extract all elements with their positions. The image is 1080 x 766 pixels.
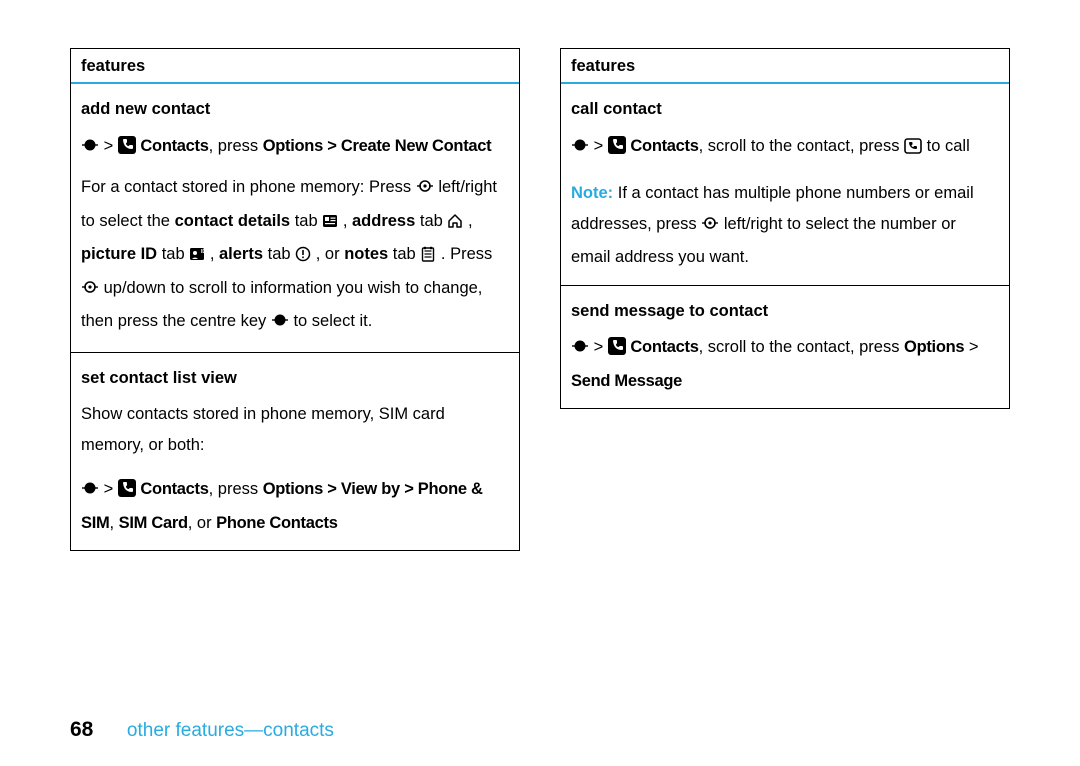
left-column: features add new contact > Contacts, pre…	[70, 48, 520, 551]
t: tab	[162, 245, 190, 263]
t: ,	[468, 212, 473, 230]
card-tab-icon	[322, 209, 338, 240]
page-footer: 68 other features—contacts	[70, 718, 334, 742]
t: >	[964, 338, 978, 356]
features-header-left: features	[71, 49, 519, 84]
t: Contacts	[630, 338, 698, 356]
notes-label: notes	[344, 245, 388, 263]
t: Contacts	[630, 137, 698, 155]
page-number: 68	[70, 718, 93, 741]
t: >	[594, 338, 608, 356]
nav-open-icon	[416, 175, 434, 206]
right-column: features call contact > Contacts, scroll…	[560, 48, 1010, 551]
t: Contacts	[140, 480, 208, 498]
contacts-app-icon	[118, 134, 136, 165]
path-sep: >	[104, 137, 118, 155]
call-contact-path: > Contacts, scroll to the contact, press…	[571, 131, 999, 165]
t: Phone Contacts	[216, 514, 337, 532]
path-press: , press	[209, 137, 263, 155]
cell-send-message: send message to contact > Contacts, scro…	[561, 285, 1009, 409]
t: , press	[209, 480, 263, 498]
picture-id-label: picture ID	[81, 245, 157, 263]
add-new-contact-title: add new contact	[81, 94, 509, 125]
features-box-left: features add new contact > Contacts, pre…	[70, 48, 520, 551]
t: SIM Card	[119, 514, 188, 532]
t: tab	[393, 245, 421, 263]
house-tab-icon	[447, 209, 463, 240]
section-title: other features—contacts	[127, 720, 334, 741]
t: ,	[343, 212, 352, 230]
cell-call-contact: call contact > Contacts, scroll to the c…	[561, 84, 1009, 285]
t: , scroll to the contact, press	[699, 137, 904, 155]
nav-center-icon	[271, 309, 289, 340]
t: . Press	[441, 245, 492, 263]
call-contact-title: call contact	[571, 94, 999, 125]
call-key-icon	[904, 134, 922, 165]
path-contacts: Contacts	[140, 137, 208, 155]
address-label: address	[352, 212, 415, 230]
nav-center-icon	[571, 134, 589, 165]
notes-tab-icon	[420, 242, 436, 273]
call-contact-note: Note: If a contact has multiple phone nu…	[571, 178, 999, 273]
contacts-app-icon	[118, 477, 136, 508]
set-contact-list-path: > Contacts, press Options > View by > Ph…	[81, 474, 509, 538]
add-new-contact-body: For a contact stored in phone memory: Pr…	[81, 172, 509, 340]
t: ,	[210, 245, 219, 263]
path-options: Options > Create New Contact	[263, 137, 492, 155]
t: For a contact stored in phone memory: Pr…	[81, 178, 416, 196]
t: tab	[420, 212, 448, 230]
send-message-title: send message to contact	[571, 296, 999, 327]
nav-open-icon	[701, 212, 719, 243]
contacts-app-icon	[608, 134, 626, 165]
contacts-app-icon	[608, 335, 626, 366]
t: Options	[904, 338, 964, 356]
cell-add-new-contact: add new contact > Contacts, press Option…	[71, 84, 519, 352]
t: tab	[268, 245, 296, 263]
alerts-tab-icon	[295, 242, 311, 273]
t: , scroll to the contact, press	[699, 338, 904, 356]
t: to select it.	[293, 312, 372, 330]
nav-center-icon	[571, 335, 589, 366]
add-new-contact-path: > Contacts, press Options > Create New C…	[81, 131, 509, 165]
note-label: Note:	[571, 184, 613, 202]
t: >	[104, 480, 118, 498]
picture-id-tab-icon	[189, 242, 205, 273]
features-box-right: features call contact > Contacts, scroll…	[560, 48, 1010, 409]
alerts-label: alerts	[219, 245, 263, 263]
nav-open-icon	[81, 276, 99, 307]
page-body: features add new contact > Contacts, pre…	[0, 0, 1080, 551]
cell-set-contact-list-view: set contact list view Show contacts stor…	[71, 352, 519, 551]
nav-center-icon	[81, 134, 99, 165]
features-header-right: features	[561, 49, 1009, 84]
send-message-path: > Contacts, scroll to the contact, press…	[571, 332, 999, 396]
t: ,	[109, 514, 118, 532]
t: tab	[295, 212, 323, 230]
set-contact-list-view-title: set contact list view	[81, 363, 509, 394]
contact-details-label: contact details	[175, 212, 291, 230]
nav-center-icon	[81, 477, 99, 508]
set-contact-list-lead: Show contacts stored in phone memory, SI…	[81, 399, 509, 460]
t: Send Message	[571, 372, 682, 390]
t: , or	[316, 245, 344, 263]
t: >	[594, 137, 608, 155]
t: , or	[188, 514, 216, 532]
t: to call	[927, 137, 970, 155]
